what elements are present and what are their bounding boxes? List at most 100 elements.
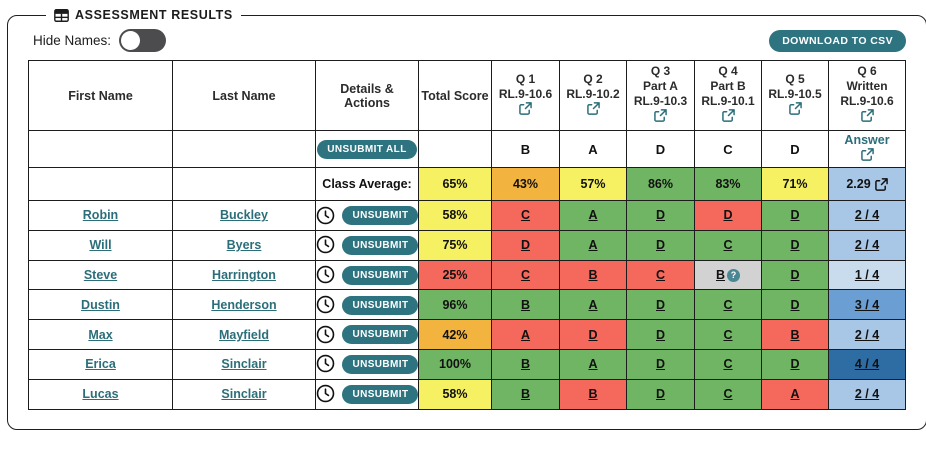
q3-answer-link[interactable]: D [655, 297, 666, 312]
q3-answer-link[interactable]: D [655, 387, 666, 402]
external-link-icon [860, 148, 874, 161]
q6-written-score-link[interactable]: 3 / 4 [854, 297, 880, 312]
q2-answer-link[interactable]: A [588, 208, 598, 223]
unsubmit-button[interactable]: UNSUBMIT [342, 385, 418, 405]
hide-names-toggle[interactable] [119, 29, 167, 52]
q2-answer-link[interactable]: A [588, 238, 598, 253]
q3-answer-link[interactable]: D [655, 357, 666, 372]
q4-answer-link[interactable]: D [723, 208, 733, 223]
q5-answer-link[interactable]: D [790, 267, 800, 282]
unsubmit-button[interactable]: UNSUBMIT [342, 325, 418, 345]
external-link-icon[interactable] [519, 101, 532, 115]
q6-written-score-link[interactable]: 1 / 4 [854, 267, 880, 282]
q2-answer-link[interactable]: B [588, 387, 598, 402]
q4-answer-cell: D [694, 200, 762, 231]
q2-answer-link[interactable]: A [588, 357, 598, 372]
q3-answer-link[interactable]: D [655, 208, 666, 223]
answer-key-q4: C [694, 130, 762, 168]
q4-answer-link[interactable]: C [723, 327, 733, 342]
col-header-last-name: Last Name [172, 60, 316, 131]
q1-answer-link[interactable]: B [520, 297, 531, 312]
q1-answer-link[interactable]: B [520, 357, 531, 372]
q6-written-score-link[interactable]: 2 / 4 [854, 238, 880, 253]
clock-icon[interactable] [316, 354, 336, 373]
q2-answer-cell: B [559, 259, 627, 291]
unsubmit-button[interactable]: UNSUBMIT [342, 236, 418, 256]
download-csv-button[interactable]: DOWNLOAD TO CSV [769, 29, 906, 52]
unsubmit-button[interactable]: UNSUBMIT [342, 355, 418, 375]
q5-answer-cell: D [761, 259, 829, 291]
last-name-link[interactable]: Harrington [212, 267, 276, 282]
first-name-link[interactable]: Max [88, 327, 113, 342]
last-name-link[interactable]: Henderson [211, 297, 277, 312]
q4-answer-link[interactable]: C [723, 387, 733, 402]
clock-icon[interactable] [316, 206, 336, 225]
first-name-link[interactable]: Will [89, 238, 112, 253]
q4-answer-link[interactable]: C [723, 238, 733, 253]
clock-icon[interactable] [316, 295, 336, 314]
last-name-link[interactable]: Sinclair [221, 387, 267, 402]
q5-answer-cell: A [761, 378, 829, 410]
external-link-icon[interactable] [860, 109, 874, 123]
q3-answer-cell: C [626, 259, 695, 291]
external-link-icon[interactable] [654, 109, 667, 123]
last-name-link[interactable]: Sinclair [221, 357, 267, 372]
q5-answer-link[interactable]: D [790, 357, 800, 372]
q6-written-score-link[interactable]: 4 / 4 [854, 357, 880, 372]
answer-key-q5: D [761, 130, 829, 168]
q1-answer-link[interactable]: D [520, 238, 531, 253]
external-link-icon[interactable] [586, 101, 600, 115]
clock-icon[interactable] [316, 384, 336, 403]
class-average-q2: 57% [559, 167, 627, 201]
q5-answer-link[interactable]: D [790, 238, 800, 253]
first-name-link[interactable]: Steve [83, 267, 118, 282]
q2-answer-link[interactable]: B [588, 267, 598, 282]
last-name-cell: Byers [172, 229, 316, 261]
q6-written-score-link[interactable]: 2 / 4 [854, 387, 880, 402]
q6-written-score-link[interactable]: 2 / 4 [854, 208, 880, 223]
clock-icon[interactable] [316, 265, 336, 284]
q2-answer-link[interactable]: D [588, 327, 598, 342]
last-name-link[interactable]: Buckley [220, 208, 268, 223]
clock-icon[interactable] [316, 235, 336, 254]
class-average-label: Class Average: [315, 167, 419, 201]
q5-answer-link[interactable]: B [790, 327, 800, 342]
tooltip-badge[interactable]: ? [727, 268, 741, 282]
last-name-link[interactable]: Mayfield [218, 327, 269, 342]
details-actions-cell: UNSUBMIT [315, 259, 419, 291]
first-name-link[interactable]: Erica [85, 357, 116, 372]
q5-answer-link[interactable]: A [790, 387, 800, 402]
unsubmit-all-button[interactable]: UNSUBMIT ALL [317, 139, 417, 159]
first-name-link[interactable]: Lucas [82, 387, 119, 402]
unsubmit-button[interactable]: UNSUBMIT [342, 295, 418, 315]
q4-answer-link[interactable]: C [723, 297, 733, 312]
q4-answer-link[interactable]: C [723, 357, 733, 372]
q6-written-score-link[interactable]: 2 / 4 [854, 327, 880, 342]
class-average-total: 65% [418, 167, 492, 201]
q1-answer-cell: B [491, 378, 560, 410]
clock-icon[interactable] [316, 325, 336, 344]
q5-answer-link[interactable]: D [790, 297, 800, 312]
answer-link[interactable]: Answer [830, 133, 905, 165]
assessment-results-panel: ASSESSMENT RESULTS Hide Names: DOWNLOAD … [7, 8, 926, 430]
q1-answer-link[interactable]: B [520, 387, 531, 402]
q2-answer-link[interactable]: A [588, 297, 598, 312]
last-name-link[interactable]: Byers [226, 238, 262, 253]
q5-answer-link[interactable]: D [790, 208, 800, 223]
unsubmit-button[interactable]: UNSUBMIT [342, 206, 418, 226]
q1-answer-link[interactable]: A [520, 327, 531, 342]
external-link-icon[interactable] [721, 109, 735, 123]
q3-answer-link[interactable]: D [655, 238, 666, 253]
panel-title: ASSESSMENT RESULTS [75, 8, 233, 22]
q3-answer-link[interactable]: C [655, 267, 666, 282]
q3-answer-link[interactable]: D [655, 327, 666, 342]
q4-answer-link[interactable]: B [715, 267, 726, 282]
q1-answer-link[interactable]: C [520, 208, 531, 223]
q6-written-score-cell: 2 / 4 [828, 200, 906, 231]
class-average-q6-link[interactable]: 2.29 [846, 177, 888, 191]
q1-answer-link[interactable]: C [520, 267, 531, 282]
first-name-link[interactable]: Robin [82, 208, 119, 223]
first-name-link[interactable]: Dustin [81, 297, 120, 312]
unsubmit-button[interactable]: UNSUBMIT [342, 265, 418, 285]
external-link-icon[interactable] [788, 101, 802, 115]
